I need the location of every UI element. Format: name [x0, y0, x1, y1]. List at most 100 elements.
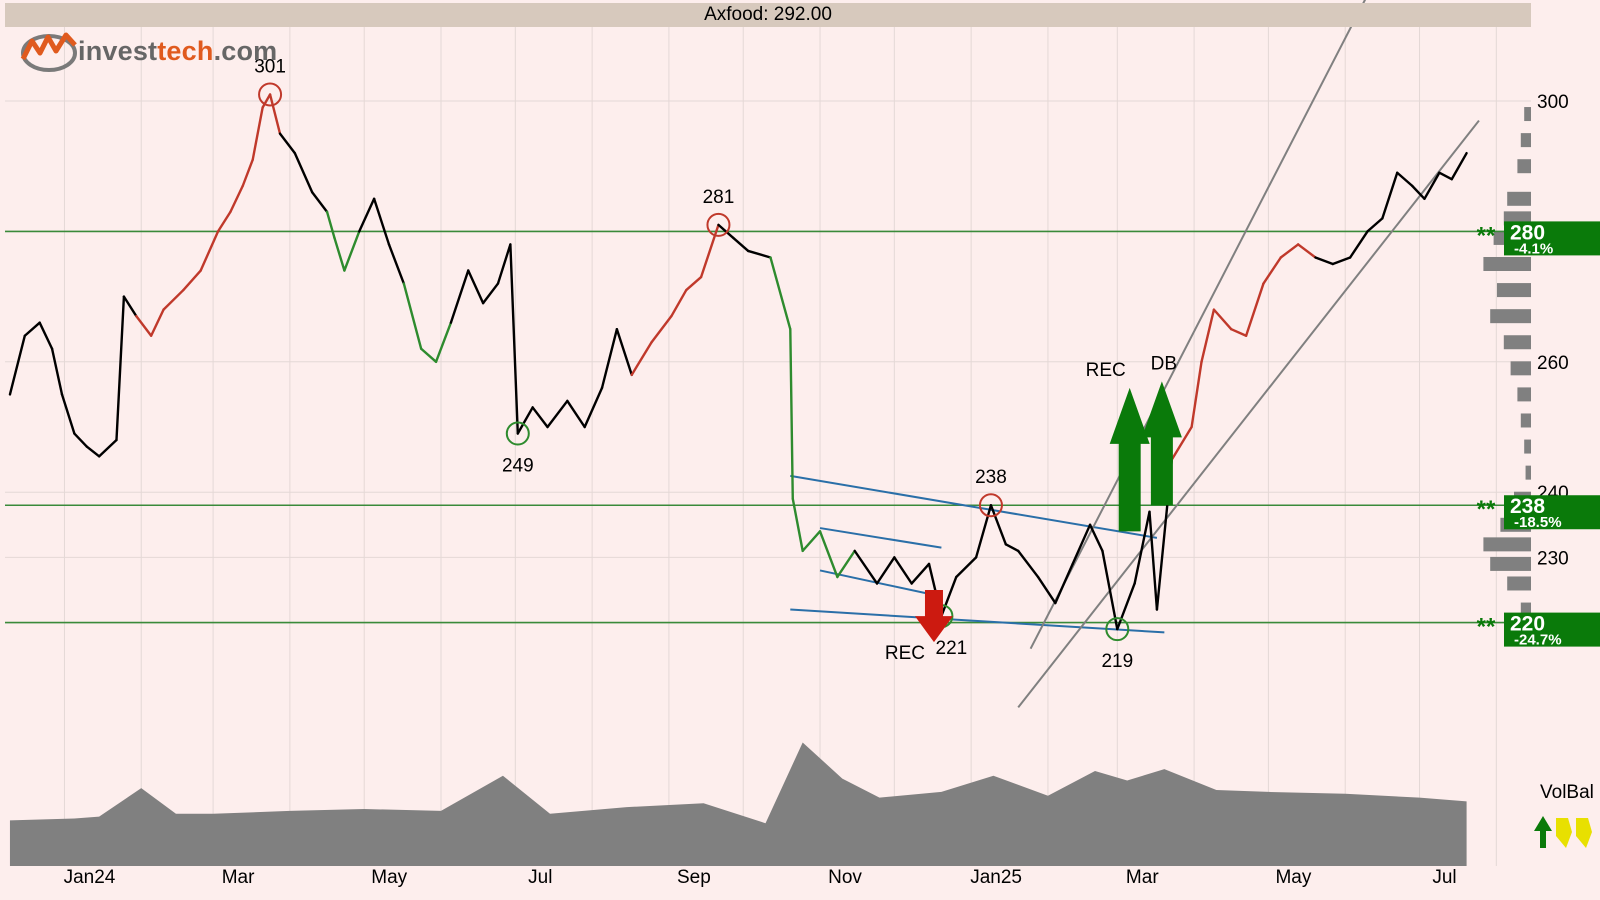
- trend-channel-line: [819, 527, 942, 549]
- price-segment: [516, 406, 534, 435]
- price-segment: [1190, 360, 1203, 429]
- extreme-label: 221: [936, 638, 968, 659]
- price-segment: [789, 328, 794, 500]
- logo-text: investtech.com: [78, 35, 278, 66]
- price-segment: [670, 288, 688, 318]
- price-segment: [387, 243, 406, 285]
- x-tick-label: Mar: [222, 867, 255, 888]
- volume-profile-bar: [1490, 309, 1531, 324]
- volume-profile-bar: [1520, 413, 1531, 428]
- level-value-label: 238: [1510, 495, 1545, 518]
- level-badge: [1504, 495, 1600, 530]
- extreme-marker: [1105, 617, 1130, 642]
- price-segment: [434, 321, 453, 363]
- chart-title: Axfood: 292.00: [5, 3, 1531, 27]
- price-segment: [955, 556, 978, 579]
- price-segment: [1133, 510, 1151, 585]
- price-segment: [546, 399, 569, 429]
- logo-mark-icon: [20, 32, 77, 72]
- extreme-label: 249: [502, 456, 534, 477]
- price-segment: [685, 275, 703, 292]
- price-segment: [1054, 562, 1074, 605]
- volume-profile-bar: [1525, 465, 1531, 480]
- price-segment: [467, 269, 485, 305]
- price-segment: [1396, 171, 1414, 187]
- price-segment: [630, 341, 653, 377]
- volume-profile-bar: [1520, 133, 1531, 148]
- level-star-icon: **: [1477, 496, 1496, 523]
- level-star-icon: **: [1477, 222, 1496, 249]
- volbal-arrow-right-icon: [1556, 818, 1572, 848]
- x-tick-label: Jan25: [970, 867, 1022, 888]
- price-segment: [791, 497, 804, 553]
- volume-profile-bar: [1517, 387, 1531, 402]
- price-segment: [241, 158, 254, 187]
- price-segment: [1366, 217, 1384, 233]
- price-segment: [769, 256, 792, 331]
- price-segment: [1381, 171, 1399, 220]
- rising-channel-line: [1017, 119, 1480, 708]
- price-segment: [732, 236, 750, 253]
- price-segment: [1230, 328, 1248, 337]
- level-badge: [1504, 612, 1600, 647]
- price-segment: [38, 321, 54, 350]
- price-segment: [23, 321, 41, 337]
- price-segment: [372, 197, 391, 246]
- price-segment: [216, 210, 232, 233]
- price-segment: [717, 223, 735, 240]
- price-segment: [875, 556, 896, 585]
- price-segment: [1438, 171, 1453, 181]
- trend-channel-line: [790, 608, 1165, 634]
- price-segment: [261, 93, 272, 109]
- price-segment: [531, 406, 549, 429]
- price-segment: [1004, 543, 1020, 553]
- volume-profile-bar: [1520, 602, 1531, 617]
- volbal-label: VolBal: [1540, 782, 1594, 803]
- price-segment: [893, 556, 913, 585]
- price-segment: [1088, 523, 1104, 553]
- x-tick-label: Jan24: [64, 867, 116, 888]
- price-segment: [60, 393, 76, 435]
- price-segment: [85, 445, 101, 458]
- price-segment: [251, 106, 264, 161]
- price-segment: [1410, 184, 1426, 201]
- price-segment: [1017, 549, 1040, 579]
- price-segment: [1116, 582, 1136, 631]
- price-segment: [1348, 230, 1369, 259]
- level-badge: [1504, 221, 1600, 256]
- x-tick-label: Nov: [828, 867, 862, 888]
- level-percent-label: -4.1%: [1514, 240, 1553, 257]
- extreme-marker: [505, 421, 530, 446]
- price-segment: [1244, 282, 1265, 337]
- price-segment: [1148, 510, 1159, 611]
- price-segment: [989, 504, 1008, 546]
- y-tick-label: 230: [1537, 548, 1569, 569]
- signal-label: DB: [1151, 353, 1177, 374]
- extreme-label: 281: [703, 187, 735, 208]
- volume-profile-bar: [1510, 361, 1531, 376]
- volume-profile-bar: [1524, 107, 1531, 122]
- level-star-icon: **: [1477, 614, 1496, 641]
- extreme-label: 238: [975, 467, 1007, 488]
- price-segment: [122, 295, 138, 318]
- price-segment: [293, 151, 314, 194]
- extreme-marker: [258, 82, 283, 107]
- volume-balance-area: [9, 742, 1467, 866]
- level-percent-label: -18.5%: [1514, 514, 1562, 531]
- price-segment: [358, 197, 376, 233]
- volume-profile-bar: [1507, 576, 1531, 591]
- sell-signal-arrow-icon: [914, 590, 953, 643]
- level-percent-label: -24.7%: [1514, 632, 1562, 649]
- price-segment: [135, 314, 153, 337]
- price-segment: [73, 432, 88, 448]
- price-segment: [1036, 575, 1057, 605]
- extreme-marker: [978, 493, 1003, 518]
- x-tick-label: Sep: [677, 867, 711, 888]
- price-segment: [1262, 256, 1282, 285]
- y-tick-label: 300: [1537, 92, 1569, 113]
- price-segment: [310, 191, 329, 214]
- volume-profile-bar: [1497, 283, 1531, 298]
- investtech-logo[interactable]: investtech.com: [20, 28, 277, 74]
- price-segment: [746, 249, 772, 259]
